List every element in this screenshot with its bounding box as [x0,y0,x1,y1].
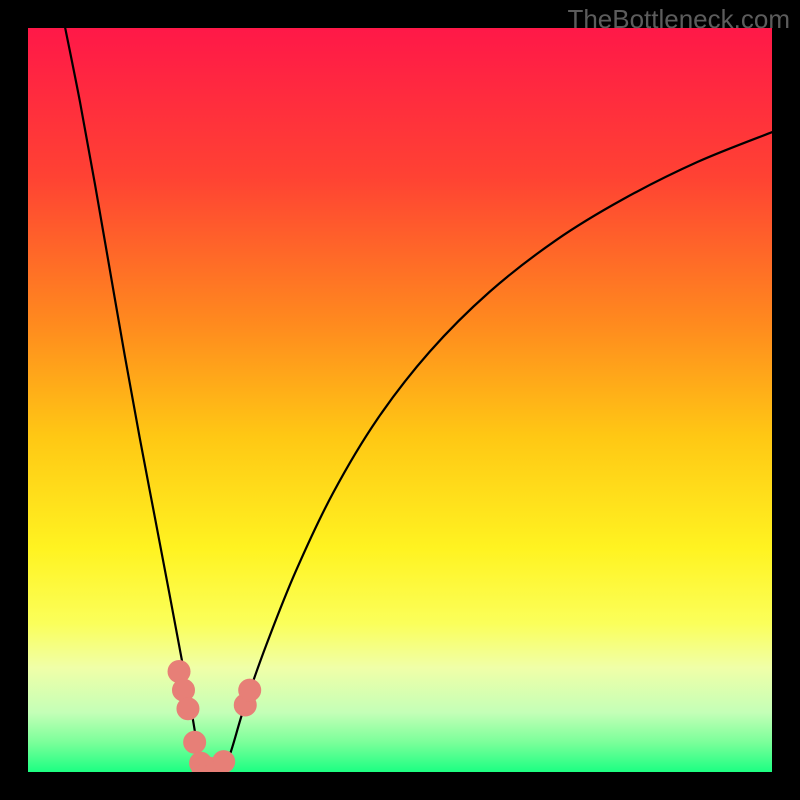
config-marker [213,751,235,772]
bottleneck-chart [28,28,772,772]
watermark-text: TheBottleneck.com [567,4,790,35]
config-marker [239,679,261,701]
config-marker [184,731,206,753]
chart-container: { "watermark": { "text": "TheBottleneck.… [0,0,800,800]
gradient-background [28,28,772,772]
config-marker [177,698,199,720]
